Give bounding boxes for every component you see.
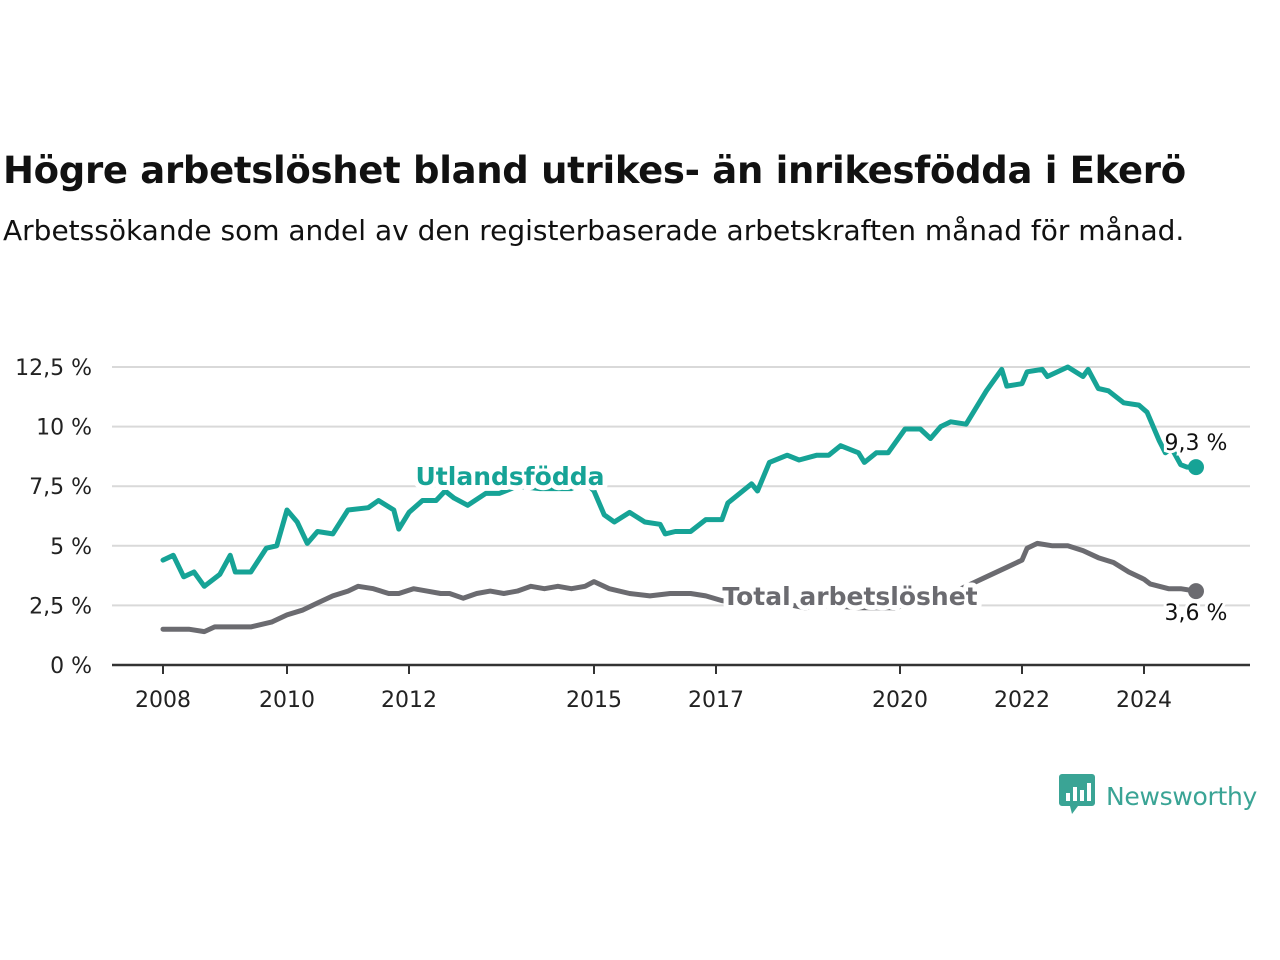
- y-tick-label: 5 %: [50, 535, 92, 560]
- x-tick-label: 2020: [872, 688, 928, 713]
- newsworthy-logo-icon: [1058, 772, 1096, 820]
- y-axis-tick-labels: 0 % 2,5 % 5 % 7,5 % 10 % 12,5 %: [15, 356, 92, 679]
- chart-subtitle: Arbetssökande som andel av den registerb…: [3, 214, 1185, 247]
- x-tick-label: 2015: [566, 688, 622, 713]
- x-tick-label: 2022: [994, 688, 1050, 713]
- newsworthy-brand: Newsworthy: [1058, 774, 1257, 818]
- x-tick-label: 2024: [1116, 688, 1172, 713]
- utlandsfodda-end-point: [1187, 459, 1204, 476]
- y-tick-label: 12,5 %: [15, 356, 92, 381]
- line-chart: 0 %2,5 %5 %7,5 %10 %12,5 % 2008 2010 2012 2…: [15, 356, 1250, 713]
- newsworthy-wordmark: Newsworthy: [1106, 781, 1258, 811]
- gridlines: [112, 366, 1250, 667]
- x-tick-label: 2017: [688, 688, 744, 713]
- utlandsfodda-series-label: Utlandsfödda: [416, 462, 605, 491]
- y-tick-label: 0 %: [50, 654, 92, 679]
- total-arbetsloshet-series-label: Total arbetslöshet: [722, 582, 977, 611]
- y-tick-label: 10 %: [36, 416, 92, 441]
- x-tick-label: 2010: [259, 688, 315, 713]
- series-lines: [160, 364, 1204, 635]
- utlandsfodda-line: [160, 364, 1199, 589]
- x-tick-label: 2012: [381, 688, 437, 713]
- series-labels: Utlandsfödda Total arbetslöshet 9,3 % 3,6 %: [411, 428, 1231, 629]
- utlandsfodda-end-label: 9,3 %: [1165, 431, 1228, 456]
- chart-title: Högre arbetslöshet bland utrikes- än inr…: [3, 149, 1186, 192]
- y-tick-label: 2,5 %: [29, 594, 92, 619]
- total-arbetsloshet-line: [160, 540, 1199, 635]
- x-tick-label: 2008: [135, 688, 191, 713]
- y-tick-label: 7,5 %: [29, 475, 92, 500]
- x-axis-ticks: 2008 2010 2012 2015 2017 2020 2022 2024: [135, 665, 1172, 713]
- total-arbetsloshet-end-label: 3,6 %: [1165, 601, 1228, 626]
- total-arbetsloshet-end-point: [1187, 583, 1204, 600]
